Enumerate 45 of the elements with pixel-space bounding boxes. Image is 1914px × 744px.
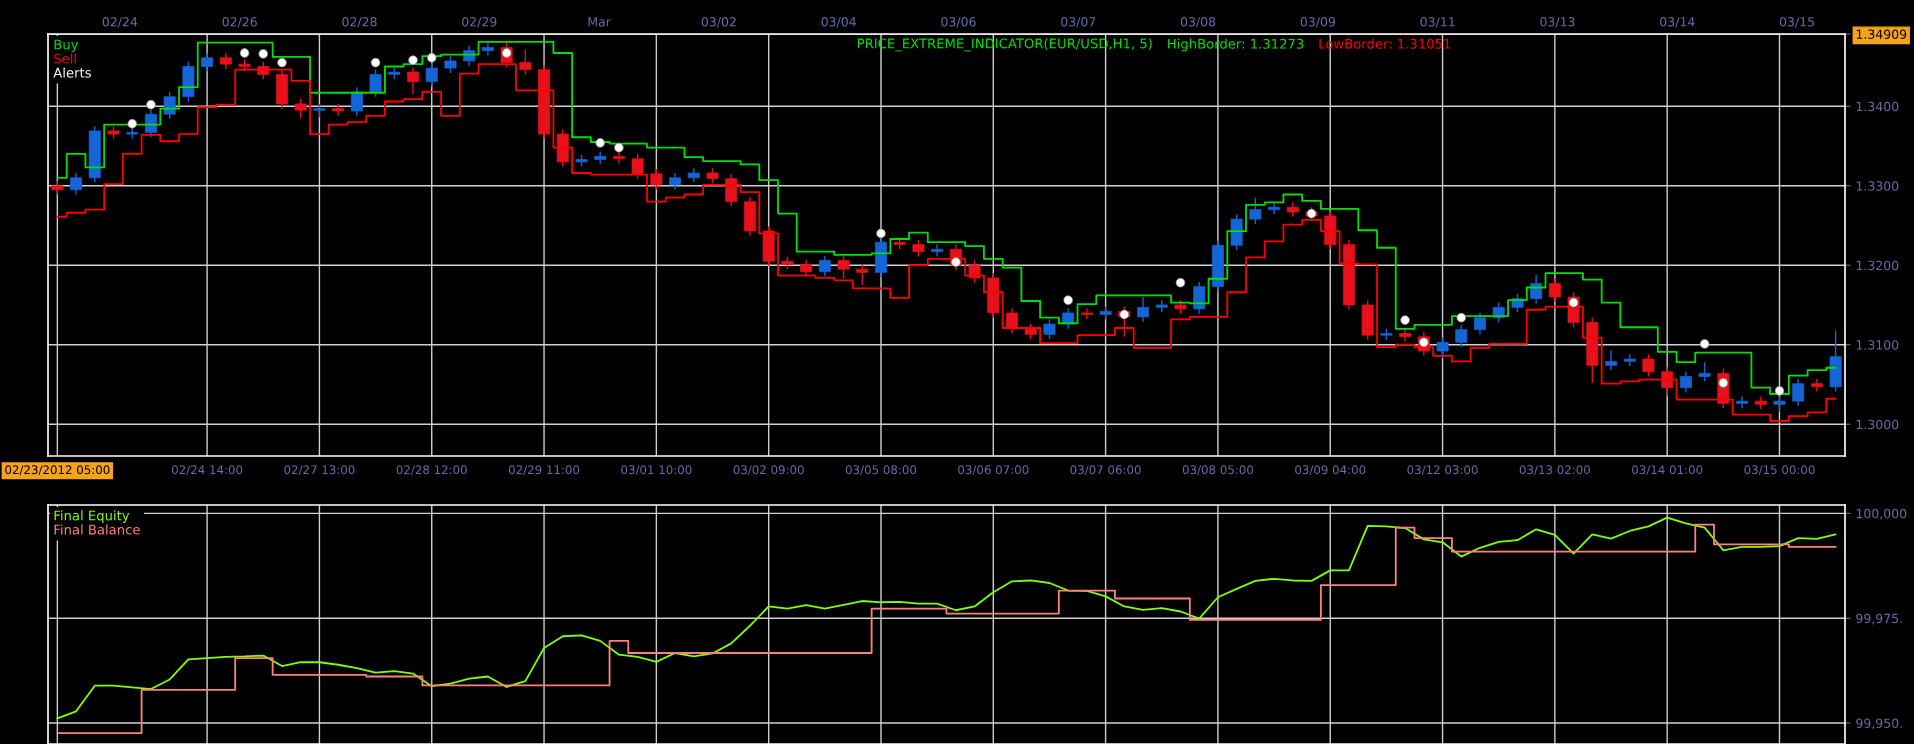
- x-tick-label: 03/05 08:00: [845, 465, 917, 476]
- y-tick-label: 99,975.: [1856, 613, 1902, 625]
- x-tick-label: 02/23/2012 05:00: [5, 465, 110, 476]
- x-tick-label: 03/15 00:00: [1744, 465, 1815, 476]
- text: 03/08: [1180, 17, 1216, 28]
- y-tick-label: 1.34909: [1856, 29, 1907, 39]
- text: Final Balance: [54, 524, 140, 535]
- x-tick-label: 03/08 05:00: [1182, 465, 1254, 476]
- x-tick-label: 03/02 09:00: [733, 465, 804, 476]
- text: Final Equity: [54, 510, 130, 524]
- x-tick-label: 03/12 03:00: [1407, 465, 1478, 476]
- x-tick-label: 03/01 10:00: [621, 465, 692, 476]
- text: Buy: [54, 39, 79, 53]
- x-tick-label: 03/14 01:00: [1632, 465, 1703, 476]
- y-tick-label: 1.3400: [1856, 101, 1899, 112]
- text: 02/28: [342, 17, 377, 28]
- y-tick-label: 1.3200: [1856, 260, 1899, 271]
- text: 02/24: [102, 17, 138, 28]
- y-tick-label: 99,950.: [1856, 718, 1902, 730]
- text: 03/02: [701, 17, 736, 28]
- x-tick-label: 02/27 13:00: [284, 465, 355, 476]
- text: Alerts: [53, 67, 91, 78]
- y-tick-label: 1.3100: [1856, 340, 1899, 350]
- text: Mar: [588, 17, 611, 27]
- text: 03/14: [1660, 17, 1695, 28]
- x-tick-label: 03/13 02:00: [1519, 465, 1590, 476]
- x-tick-label: 02/24 14:00: [171, 465, 243, 476]
- text: 03/06: [941, 17, 976, 28]
- text: 03/04: [821, 17, 856, 28]
- x-tick-label: 03/07 06:00: [1070, 465, 1141, 476]
- text: 02/26: [222, 17, 257, 28]
- text: 03/13: [1540, 17, 1575, 28]
- x-tick-label: 03/06 07:00: [958, 465, 1029, 476]
- text: Sell: [54, 53, 76, 64]
- x-tick-label: 03/09 04:00: [1295, 465, 1366, 476]
- text: 03/11: [1420, 17, 1455, 28]
- y-tick-label: 1.3300: [1856, 181, 1899, 191]
- y-tick-label: 100,000: [1856, 508, 1907, 520]
- text: 02/29: [462, 17, 497, 28]
- text: 03/09: [1300, 17, 1336, 28]
- x-tick-label: 02/29 11:00: [508, 465, 580, 476]
- y-tick-label: 1.3000: [1856, 419, 1899, 430]
- text: 03/07: [1061, 17, 1096, 28]
- text: 03/15: [1779, 17, 1814, 28]
- x-tick-label: 02/28 12:00: [396, 465, 467, 476]
